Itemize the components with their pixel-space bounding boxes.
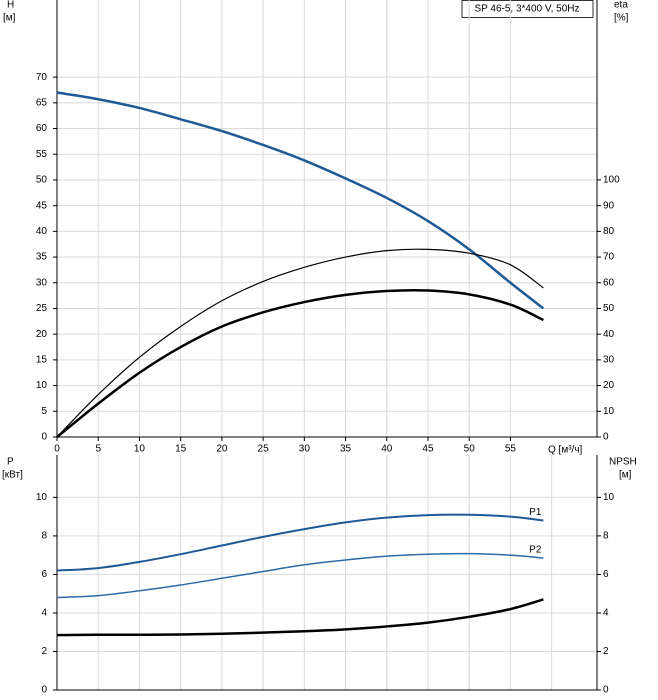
y-tick-label: 30: [36, 277, 48, 288]
y-axis-label: H: [7, 0, 14, 11]
curve: [56, 598, 544, 637]
y-tick-label: 10: [36, 492, 48, 503]
y-axis-unit: [м]: [3, 13, 16, 24]
y-tick-label: 20: [36, 329, 48, 340]
y-tick-label: 65: [36, 97, 48, 108]
x-tick-label: 15: [175, 444, 187, 455]
x-tick-label: 20: [216, 444, 228, 455]
y-tick-label: 15: [36, 355, 48, 366]
y2-axis-unit: [%]: [614, 13, 629, 24]
y2-axis-label: NPSH: [609, 457, 637, 468]
curve: [56, 552, 544, 599]
y-tick-label: 6: [41, 569, 47, 580]
y-axis-label: P: [7, 457, 14, 468]
y2-tick-label: 8: [603, 531, 609, 542]
y-axis-unit: [кВт]: [2, 470, 23, 481]
y-tick-label: 25: [36, 303, 48, 314]
curve: [56, 288, 544, 438]
y2-tick-label: 90: [603, 200, 615, 211]
y-tick-label: 5: [41, 406, 47, 417]
x-axis-label: Q [м³/ч]: [548, 445, 583, 456]
y-tick-label: 2: [41, 646, 47, 657]
y2-tick-label: 70: [603, 252, 615, 263]
curve: [56, 513, 544, 572]
y2-tick-label: 100: [603, 175, 620, 186]
y-tick-label: 35: [36, 252, 48, 263]
y2-tick-label: 20: [603, 380, 615, 391]
y-tick-label: 8: [41, 531, 47, 542]
y-tick-label: 0: [41, 432, 47, 443]
y-tick-label: 45: [36, 200, 48, 211]
y2-tick-label: 30: [603, 355, 615, 366]
x-tick-label: 45: [422, 444, 434, 455]
y-tick-label: 70: [36, 72, 48, 83]
x-tick-label: 30: [299, 444, 311, 455]
x-tick-label: 55: [505, 444, 517, 455]
y2-tick-label: 0: [603, 685, 609, 696]
series-label: P1: [529, 507, 542, 518]
y-tick-label: 4: [41, 608, 47, 619]
y-tick-label: 50: [36, 175, 48, 186]
curve: [56, 91, 545, 310]
y2-tick-label: 60: [603, 277, 615, 288]
y-tick-label: 0: [41, 685, 47, 696]
y2-tick-label: 2: [603, 646, 609, 657]
y2-tick-label: 4: [603, 608, 609, 619]
x-tick-label: 40: [381, 444, 393, 455]
y2-tick-label: 80: [603, 226, 615, 237]
y-tick-label: 55: [36, 149, 48, 160]
y-tick-label: 40: [36, 226, 48, 237]
y2-tick-label: 50: [603, 303, 615, 314]
title-box: [461, 0, 594, 18]
y-tick-label: 10: [36, 380, 48, 391]
y2-tick-label: 40: [603, 329, 615, 340]
x-tick-label: 10: [134, 444, 146, 455]
x-tick-label: 0: [54, 444, 60, 455]
series-label: P2: [529, 545, 542, 556]
y2-tick-label: 10: [603, 406, 615, 417]
x-tick-label: 50: [464, 444, 476, 455]
y2-tick-label: 6: [603, 569, 609, 580]
y2-axis-label: eta: [614, 0, 628, 11]
y2-axis-unit: [м]: [619, 470, 632, 481]
y2-tick-label: 10: [603, 492, 615, 503]
x-tick-label: 25: [258, 444, 270, 455]
chart-title: SP 46-5, 3*400 V, 50Hz: [474, 4, 579, 15]
y-tick-label: 60: [36, 123, 48, 134]
curve: [56, 248, 544, 438]
x-tick-label: 5: [95, 444, 101, 455]
y2-tick-label: 0: [603, 432, 609, 443]
x-tick-label: 35: [340, 444, 352, 455]
